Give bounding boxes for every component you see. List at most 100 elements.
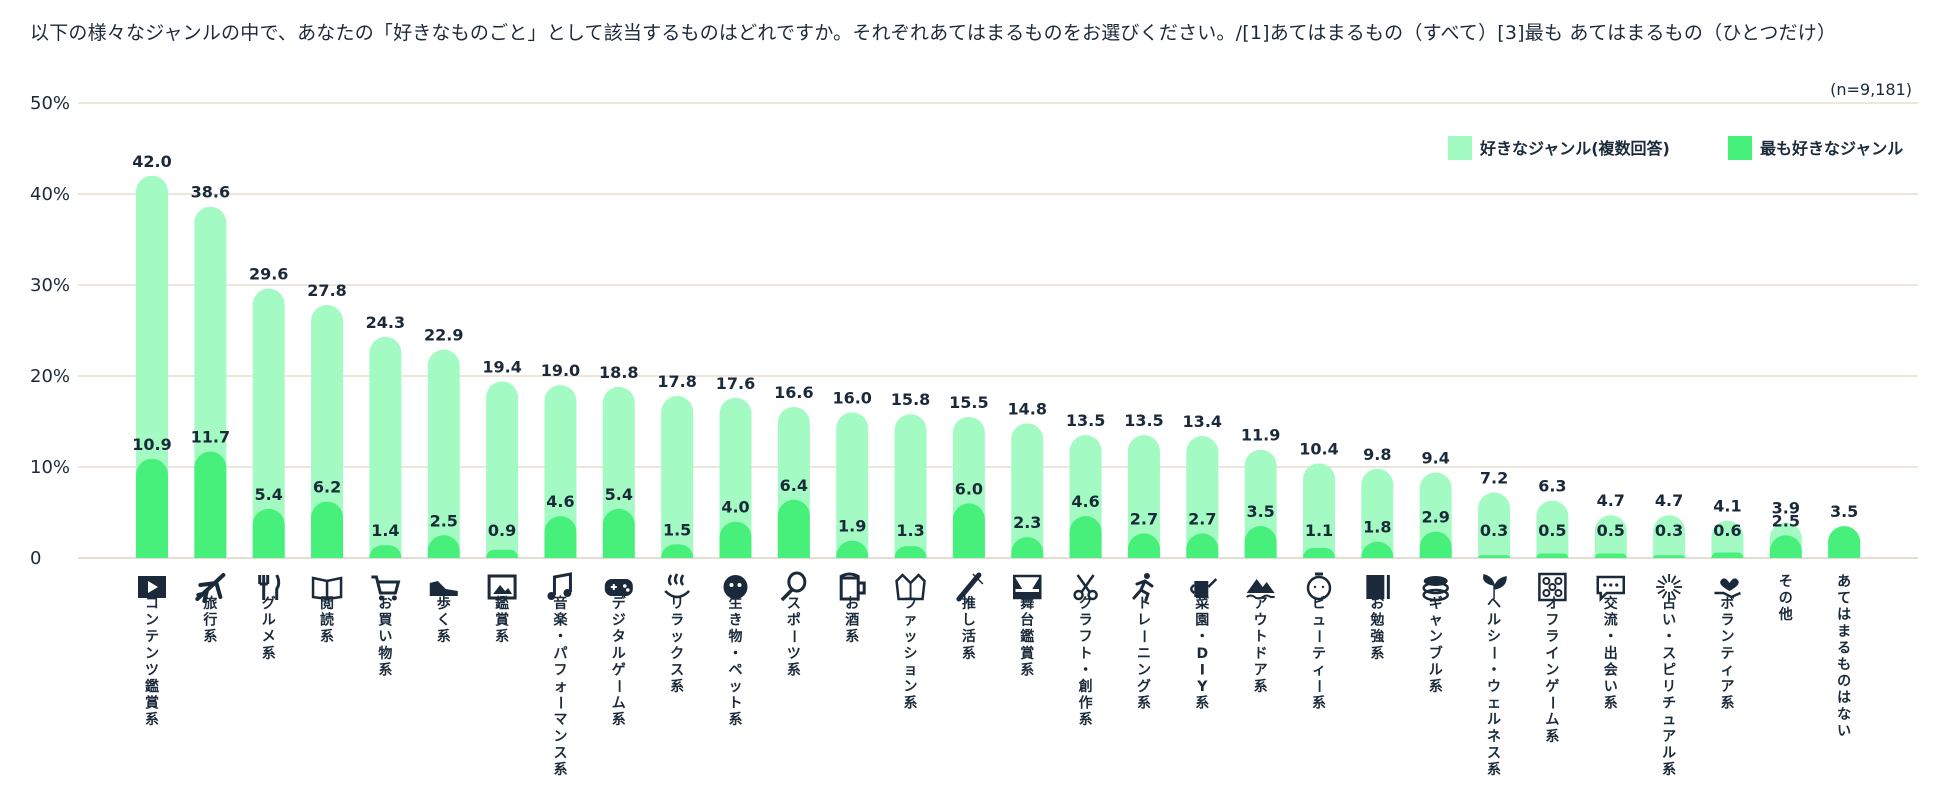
y-tick-label: 0: [30, 548, 41, 569]
bar-most: [952, 503, 985, 558]
value-label-all: 4.7: [1597, 491, 1625, 510]
bar-most: [486, 549, 519, 558]
svg-text:I: I: [1200, 662, 1205, 678]
svg-text:ウ: ウ: [1487, 679, 1501, 695]
svg-text:ス: ス: [1662, 646, 1676, 662]
svg-text:ッ: ッ: [729, 679, 743, 695]
value-label-all: 38.6: [191, 183, 230, 202]
svg-text:ツ: ツ: [787, 646, 801, 662]
bar-all: [544, 385, 577, 558]
svg-text:占: 占: [1662, 595, 1676, 612]
svg-text:デ: デ: [612, 595, 627, 612]
svg-text:作: 作: [1079, 695, 1093, 712]
svg-text:ン: ン: [145, 646, 159, 662]
svg-text:ン: ン: [1429, 629, 1443, 645]
svg-text:ギ: ギ: [1429, 595, 1443, 612]
svg-text:楽: 楽: [552, 612, 568, 629]
y-tick-label: 10%: [30, 457, 70, 478]
value-label-all: 11.9: [1241, 426, 1280, 445]
bar-most: [544, 516, 577, 558]
svg-text:コ: コ: [145, 596, 159, 612]
svg-text:ゲ: ゲ: [1545, 678, 1559, 695]
value-label-all: 10.4: [1299, 439, 1338, 458]
svg-text:ツ: ツ: [145, 662, 159, 678]
bar-all: [311, 305, 344, 558]
svg-text:園: 園: [1195, 613, 1209, 629]
svg-text:ブ: ブ: [1429, 645, 1443, 662]
value-label-all: 13.4: [1183, 412, 1222, 431]
bar-all: [894, 414, 927, 558]
svg-text:賞: 賞: [145, 695, 159, 712]
svg-text:台: 台: [1020, 612, 1034, 629]
svg-text:鑑: 鑑: [495, 595, 509, 612]
svg-text:も: も: [1837, 657, 1851, 673]
face-icon: [1306, 572, 1332, 601]
svg-text:会: 会: [1604, 661, 1619, 678]
svg-text:フ: フ: [904, 596, 918, 612]
value-label-all: 29.6: [249, 265, 288, 284]
bar-most: [1478, 555, 1511, 558]
svg-text:ン: ン: [1137, 662, 1151, 678]
svg-text:の: の: [1837, 674, 1851, 690]
value-label-most: 1.4: [371, 521, 399, 540]
value-label-all: 42.0: [132, 152, 171, 171]
svg-text:系: 系: [1195, 695, 1209, 712]
svg-text:系: 系: [553, 761, 567, 778]
svg-text:ュ: ュ: [1312, 613, 1326, 629]
bar-all: [836, 412, 869, 558]
svg-text:お: お: [378, 596, 392, 612]
svg-text:い: い: [1604, 679, 1618, 695]
hot-spring-icon: [664, 573, 691, 599]
svg-text:菜: 菜: [1194, 595, 1210, 612]
value-label-most: 6.0: [955, 479, 983, 498]
svg-text:系: 系: [1370, 645, 1384, 662]
svg-text:ル: ル: [612, 646, 626, 662]
value-label-most: 4.0: [721, 498, 749, 517]
svg-text:歩: 歩: [437, 595, 451, 612]
svg-text:リ: リ: [670, 596, 684, 612]
svg-text:勉: 勉: [1369, 612, 1384, 629]
svg-text:系: 系: [1720, 695, 1734, 712]
svg-text:ポ: ポ: [787, 612, 801, 629]
svg-text:ト: ト: [729, 696, 743, 712]
scissors-icon: [1073, 574, 1098, 601]
svg-text:・: ・: [1487, 662, 1501, 678]
value-label-all: 13.5: [1066, 411, 1105, 430]
value-label-all: 3.5: [1830, 502, 1858, 521]
value-label-all: 16.6: [774, 383, 813, 402]
value-label-most: 4.6: [1071, 492, 1099, 511]
svg-text:チ: チ: [1662, 696, 1676, 712]
svg-text:ス: ス: [670, 662, 684, 678]
book-icon: [311, 576, 343, 601]
bar-most: [836, 540, 869, 558]
svg-text:し: し: [962, 613, 976, 629]
svg-text:ー: ー: [1135, 629, 1151, 643]
beer-icon: [839, 572, 866, 601]
svg-text:強: 強: [1370, 628, 1384, 645]
value-label-all: 18.8: [599, 363, 638, 382]
bar-most: [777, 499, 810, 558]
svg-text:読: 読: [320, 612, 334, 629]
svg-text:系: 系: [1487, 761, 1501, 778]
svg-text:テ: テ: [145, 629, 159, 645]
svg-text:は: は: [1837, 607, 1851, 623]
value-label-most: 1.8: [1363, 518, 1391, 537]
svg-text:系: 系: [1254, 678, 1268, 695]
svg-text:ト: ト: [1137, 596, 1151, 612]
svg-text:ー: ー: [1310, 679, 1326, 693]
svg-text:の: の: [1779, 591, 1793, 607]
svg-text:Y: Y: [1196, 679, 1208, 695]
sparkle-icon: [1656, 574, 1683, 600]
bar-most: [1303, 547, 1335, 558]
value-label-all: 16.0: [832, 388, 871, 407]
